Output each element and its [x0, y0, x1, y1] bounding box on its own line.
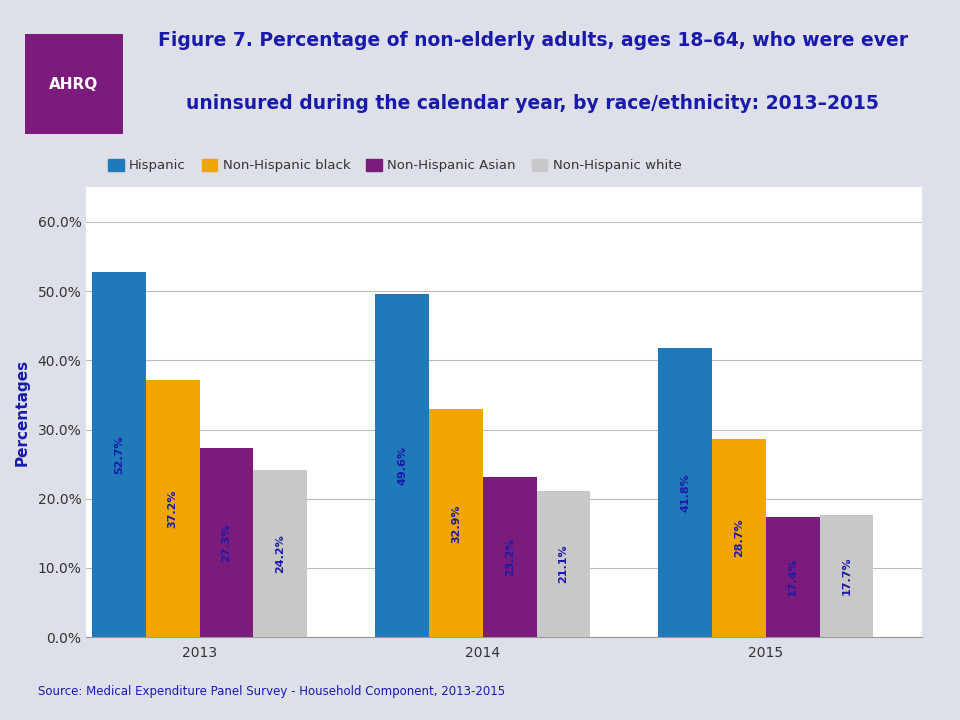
Bar: [820, 515, 874, 637]
Bar: [146, 379, 200, 637]
Text: 21.1%: 21.1%: [559, 545, 568, 583]
Text: 49.6%: 49.6%: [397, 446, 407, 485]
Bar: [659, 348, 712, 637]
Bar: [200, 448, 253, 637]
Bar: [375, 294, 429, 637]
Bar: [25, 34, 123, 134]
Bar: [429, 410, 483, 637]
Text: 17.4%: 17.4%: [788, 557, 798, 596]
Bar: [92, 272, 146, 637]
Bar: [537, 491, 590, 637]
Text: 52.7%: 52.7%: [114, 436, 124, 474]
Text: 28.7%: 28.7%: [734, 518, 744, 557]
Bar: [766, 517, 820, 637]
Text: 37.2%: 37.2%: [168, 489, 178, 528]
Text: 27.3%: 27.3%: [222, 523, 231, 562]
Text: 24.2%: 24.2%: [276, 534, 285, 573]
Y-axis label: Percentages: Percentages: [14, 359, 30, 466]
Text: Source: Medical Expenditure Panel Survey - Household Component, 2013-2015: Source: Medical Expenditure Panel Survey…: [38, 685, 506, 698]
Text: 32.9%: 32.9%: [451, 504, 461, 543]
Bar: [253, 469, 307, 637]
Text: 23.2%: 23.2%: [505, 538, 515, 576]
Text: AHRQ: AHRQ: [49, 77, 98, 92]
Text: 41.8%: 41.8%: [681, 473, 690, 512]
Text: Figure 7. Percentage of non-elderly adults, ages 18–64, who were ever: Figure 7. Percentage of non-elderly adul…: [157, 31, 908, 50]
Bar: [712, 438, 766, 637]
Legend: Hispanic, Non-Hispanic black, Non-Hispanic Asian, Non-Hispanic white: Hispanic, Non-Hispanic black, Non-Hispan…: [103, 153, 686, 178]
Bar: [483, 477, 537, 637]
Text: 17.7%: 17.7%: [842, 557, 852, 595]
Text: uninsured during the calendar year, by race/ethnicity: 2013–2015: uninsured during the calendar year, by r…: [186, 94, 879, 113]
